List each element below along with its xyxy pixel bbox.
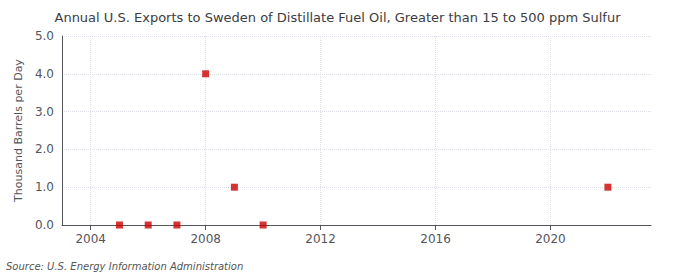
svg-text:0.0: 0.0 — [35, 218, 54, 232]
svg-text:4.0: 4.0 — [35, 67, 54, 81]
svg-text:Annual U.S. Exports to Sweden: Annual U.S. Exports to Sweden of Distill… — [55, 10, 622, 25]
svg-text:2.0: 2.0 — [35, 142, 54, 156]
svg-text:Thousand Barrels per Day: Thousand Barrels per Day — [12, 59, 25, 203]
svg-text:2016: 2016 — [420, 232, 451, 246]
svg-text:3.0: 3.0 — [35, 105, 54, 119]
svg-text:Source: U.S. Energy Informatio: Source: U.S. Energy Information Administ… — [6, 261, 243, 272]
svg-text:2012: 2012 — [305, 232, 336, 246]
svg-text:2004: 2004 — [75, 232, 106, 246]
svg-text:2008: 2008 — [190, 232, 221, 246]
svg-text:5.0: 5.0 — [35, 29, 54, 43]
svg-text:1.0: 1.0 — [35, 180, 54, 194]
svg-text:2020: 2020 — [535, 232, 566, 246]
